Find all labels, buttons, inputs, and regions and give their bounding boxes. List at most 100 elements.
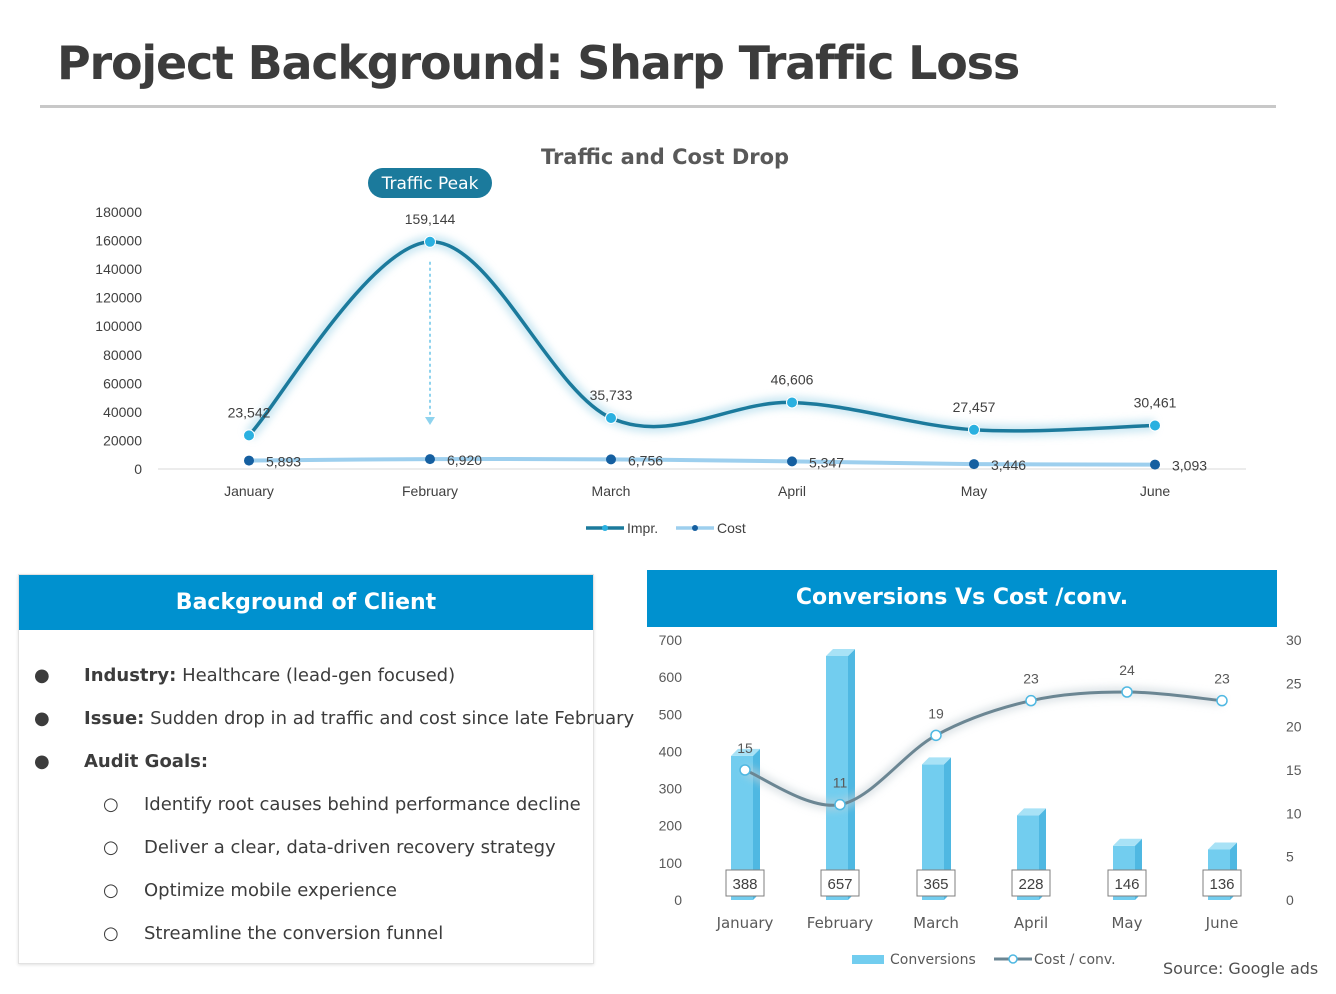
cost-conv-point bbox=[1025, 694, 1037, 707]
goal-text: Deliver a clear, data-driven recovery st… bbox=[144, 837, 556, 858]
cost-conv-point bbox=[834, 798, 846, 811]
bullet-icon: ● bbox=[34, 708, 50, 729]
x-tick-label: March bbox=[592, 483, 631, 499]
bullet-icon: ● bbox=[34, 665, 50, 686]
cost-conv-data-label: 19 bbox=[928, 705, 944, 721]
bar-value-label: 657 bbox=[827, 876, 852, 893]
right-y-tick-label: 25 bbox=[1286, 675, 1302, 691]
traffic-peak-label: Traffic Peak bbox=[381, 174, 479, 194]
cost-point bbox=[425, 454, 435, 465]
legend-cost-conv-label: Cost / conv. bbox=[1034, 952, 1116, 968]
cost-conv-line bbox=[744, 690, 1223, 807]
impr-data-label: 35,733 bbox=[590, 387, 633, 403]
x-tick-label: April bbox=[778, 483, 806, 499]
cost-data-label: 3,446 bbox=[991, 457, 1026, 473]
left-y-tick-label: 0 bbox=[674, 892, 682, 908]
x-tick-label: June bbox=[1140, 483, 1171, 499]
peak-arrow-head bbox=[425, 417, 435, 425]
cost-conv-point bbox=[739, 764, 751, 776]
impr-point bbox=[786, 396, 798, 409]
x-tick-label: March bbox=[913, 914, 959, 932]
conversion-bar-top bbox=[731, 748, 760, 756]
left-y-tick-label: 500 bbox=[659, 706, 683, 722]
left-y-tick-label: 400 bbox=[659, 743, 683, 759]
conversion-bar bbox=[731, 755, 753, 900]
chart1-title: Traffic and Cost Drop bbox=[541, 145, 789, 169]
right-y-tick-label: 0 bbox=[1286, 892, 1294, 908]
background-list: ● Industry: Healthcare (lead-gen focused… bbox=[19, 665, 634, 966]
item-text: Sudden drop in ad traffic and cost since… bbox=[144, 708, 635, 729]
legend-conversions-swatch bbox=[852, 955, 884, 964]
y-tick-label: 60000 bbox=[103, 375, 142, 391]
conversion-bar-side bbox=[944, 757, 951, 900]
traffic-peak-badge: Traffic Peak bbox=[368, 168, 492, 198]
list-item-audit-goals: ● Audit Goals: bbox=[19, 751, 593, 794]
conversion-bar-top bbox=[1113, 838, 1142, 846]
goal-item: ○ Optimize mobile experience bbox=[19, 880, 593, 923]
cost-point bbox=[244, 455, 254, 466]
impr-data-label: 46,606 bbox=[771, 371, 814, 387]
legend-cost-label: Cost bbox=[717, 520, 746, 536]
impr-data-label: 159,144 bbox=[405, 211, 456, 227]
background-panel-header: Background of Client bbox=[19, 575, 593, 630]
legend-conversions-label: Conversions bbox=[890, 952, 976, 968]
goal-item: ○ Deliver a clear, data-driven recovery … bbox=[19, 837, 593, 880]
cost-conv-data-label: 24 bbox=[1119, 662, 1135, 678]
traffic-cost-chart: Traffic and Cost Drop 0 20000 40000 60000 80… bbox=[95, 145, 1246, 536]
y-tick-label: 80000 bbox=[103, 347, 142, 363]
left-y-tick-label: 200 bbox=[659, 818, 683, 834]
conversion-bar bbox=[922, 764, 944, 900]
right-y-tick-label: 30 bbox=[1286, 632, 1302, 648]
x-tick-label: February bbox=[807, 914, 874, 932]
source-note: Source: Google ads bbox=[1163, 959, 1319, 978]
bar-value-box bbox=[725, 869, 765, 897]
bullet-icon: ● bbox=[34, 751, 50, 772]
conversion-bar-top bbox=[826, 648, 855, 656]
item-label: Industry: bbox=[84, 665, 177, 686]
bar-value-label: 146 bbox=[1114, 876, 1139, 893]
x-tick-label: April bbox=[1014, 914, 1048, 932]
left-y-tick-label: 100 bbox=[659, 855, 683, 871]
list-item-industry: ● Industry: Healthcare (lead-gen focused… bbox=[19, 665, 593, 708]
goal-item: ○ Identify root causes behind performanc… bbox=[19, 794, 593, 837]
circle-bullet-icon: ○ bbox=[103, 923, 119, 944]
impr-point bbox=[605, 411, 617, 424]
impr-data-label: 27,457 bbox=[953, 399, 996, 415]
goal-item: ○ Streamline the conversion funnel bbox=[19, 923, 593, 966]
cost-conv-point bbox=[1216, 694, 1228, 707]
bar-value-label: 136 bbox=[1209, 876, 1234, 893]
conversion-bar-side bbox=[753, 748, 760, 900]
cost-conv-point bbox=[930, 729, 942, 742]
bar-value-box bbox=[820, 869, 860, 897]
left-y-tick-label: 300 bbox=[659, 781, 683, 797]
legend-cost-marker bbox=[692, 525, 698, 531]
y-tick-label: 100000 bbox=[95, 318, 142, 334]
cost-series-line bbox=[247, 457, 1157, 467]
left-y-tick-label: 600 bbox=[659, 669, 683, 685]
impr-point bbox=[1149, 419, 1161, 432]
cost-data-label: 5,347 bbox=[809, 454, 844, 470]
right-y-tick-label: 10 bbox=[1286, 805, 1302, 821]
x-tick-label: May bbox=[1111, 914, 1142, 932]
y-tick-label: 120000 bbox=[95, 290, 142, 306]
right-y-tick-label: 5 bbox=[1286, 849, 1294, 865]
impr-point bbox=[968, 423, 980, 436]
cost-data-label: 5,893 bbox=[266, 454, 301, 470]
circle-bullet-icon: ○ bbox=[103, 880, 119, 901]
cost-point bbox=[606, 454, 616, 465]
bar-value-label: 365 bbox=[923, 876, 948, 893]
conversion-bar bbox=[826, 655, 848, 900]
impr-point bbox=[243, 429, 255, 442]
x-tick-label: January bbox=[716, 914, 774, 932]
item-text: Healthcare (lead-gen focused) bbox=[176, 665, 456, 686]
cost-data-label: 3,093 bbox=[1172, 458, 1207, 474]
y-tick-label: 140000 bbox=[95, 261, 142, 277]
cost-point bbox=[1150, 459, 1160, 470]
bar-value-label: 388 bbox=[732, 876, 757, 893]
cost-conv-data-label: 15 bbox=[737, 740, 753, 756]
goal-text: Identify root causes behind performance … bbox=[144, 794, 581, 815]
x-tick-label: June bbox=[1205, 914, 1239, 932]
y-tick-label: 160000 bbox=[95, 233, 142, 249]
y-tick-label: 40000 bbox=[103, 404, 142, 420]
chart2-title: Conversions Vs Cost /conv. bbox=[647, 570, 1277, 627]
